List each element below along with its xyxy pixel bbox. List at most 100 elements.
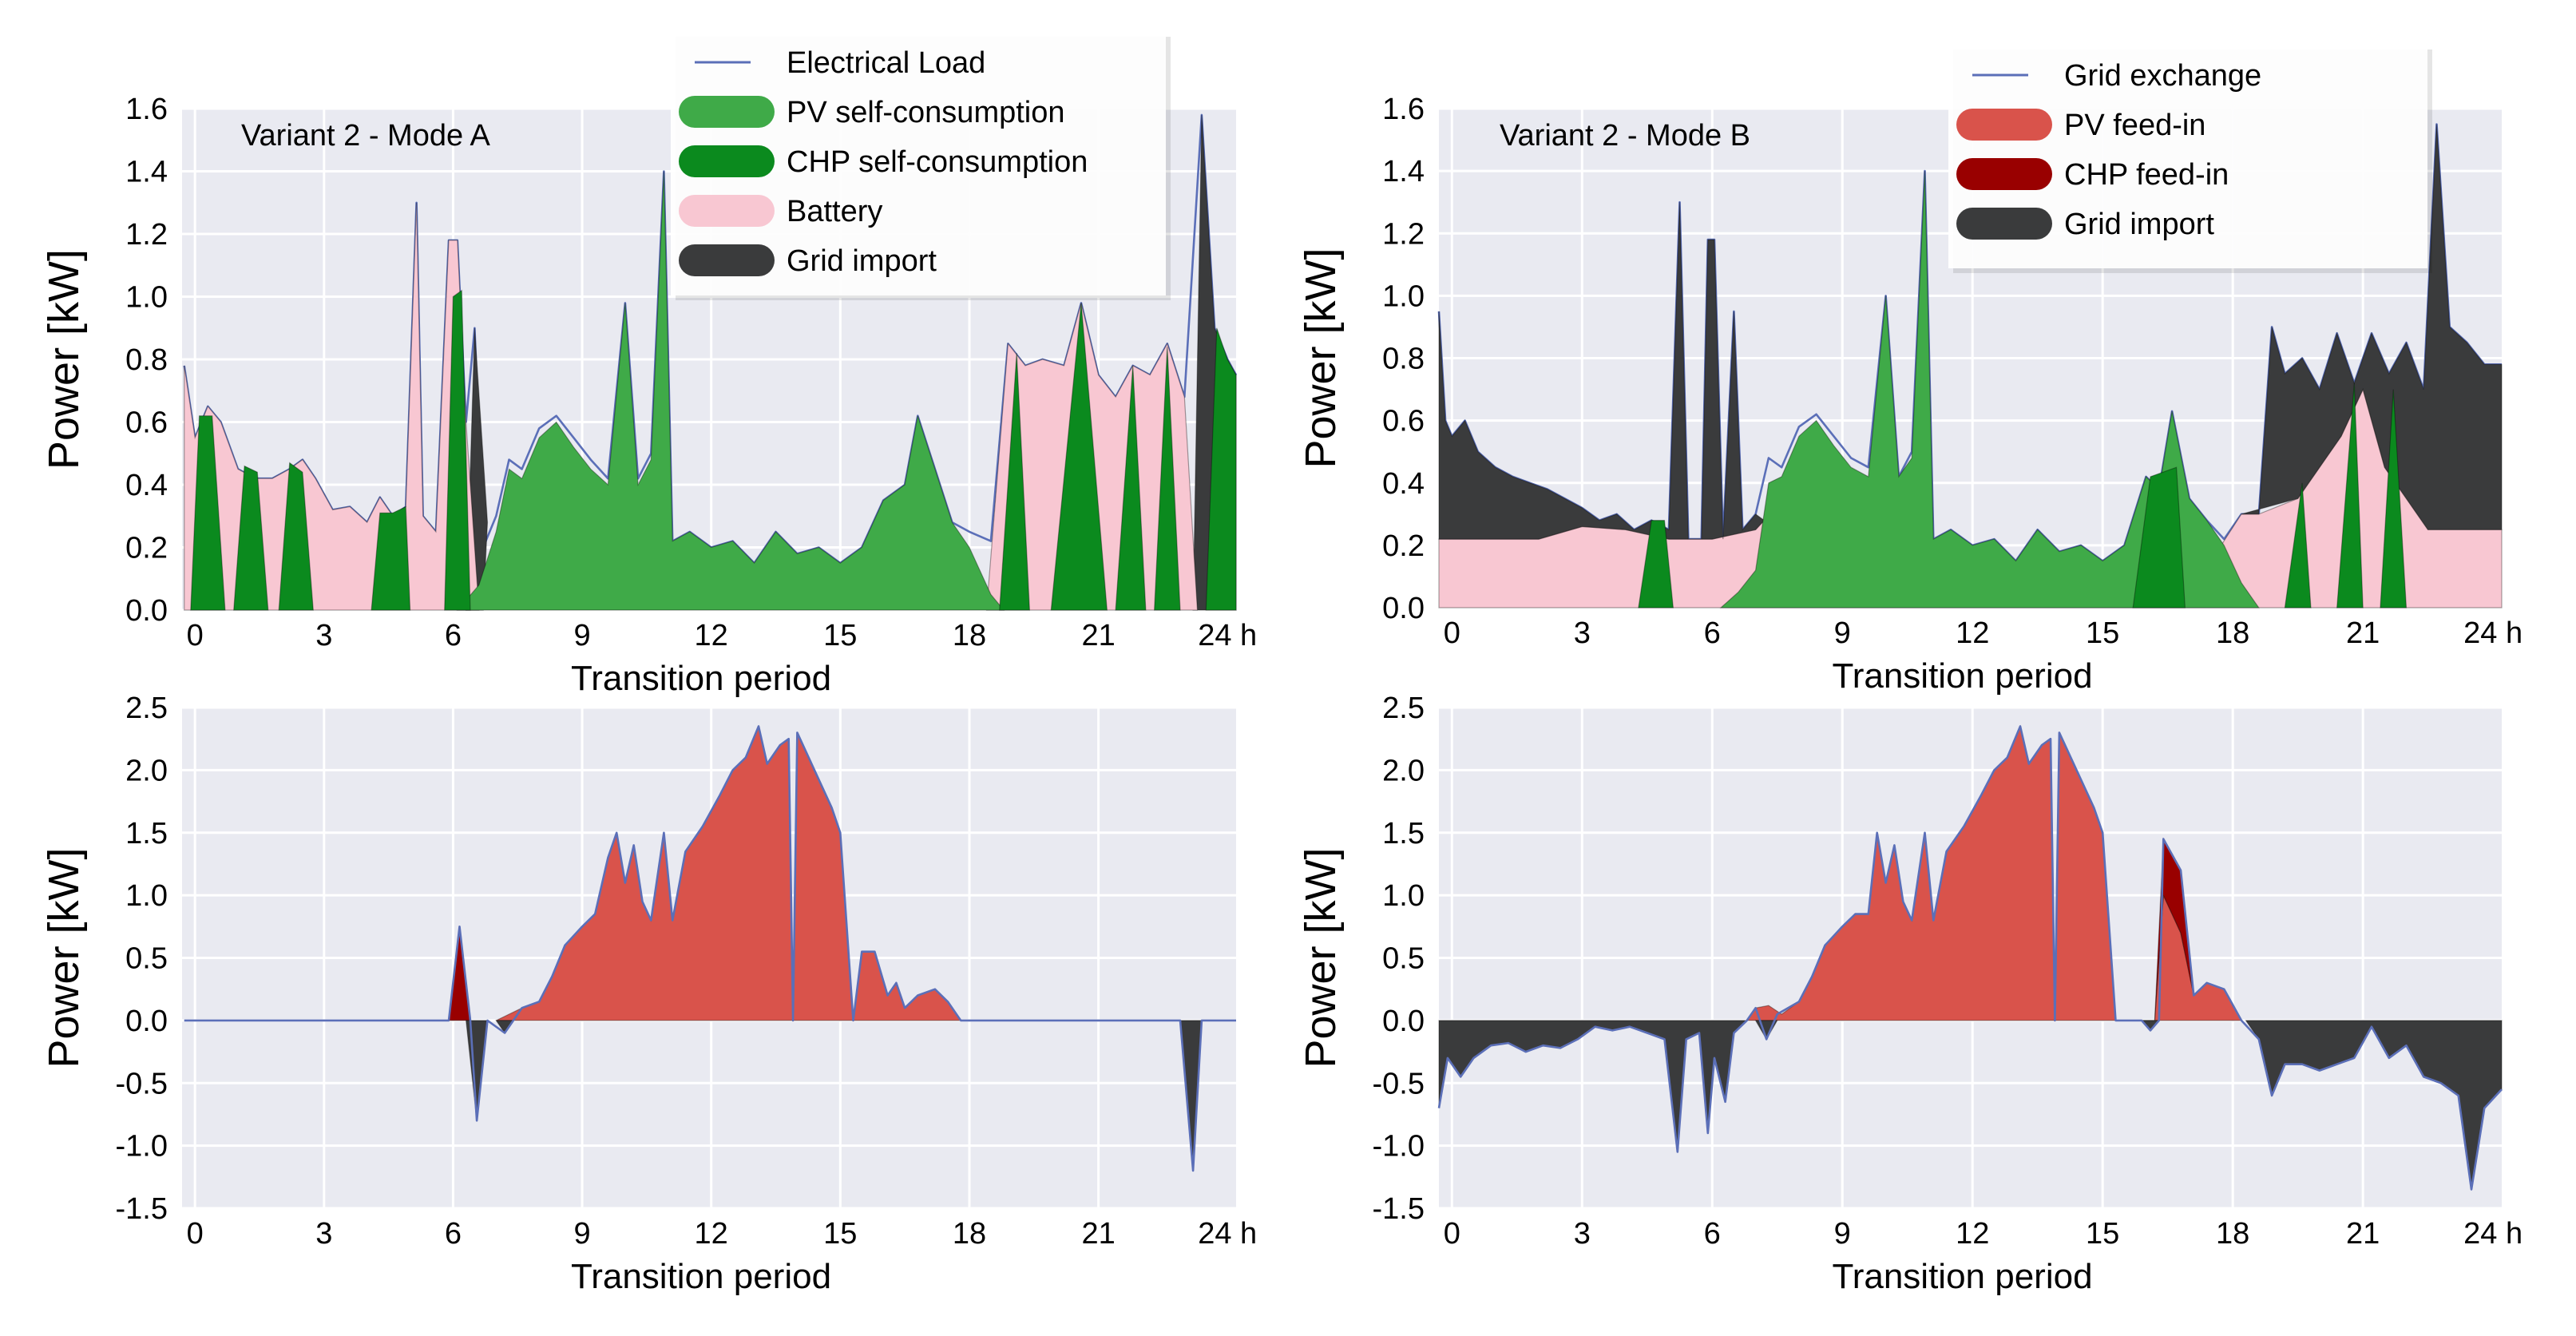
grid-exchange-line xyxy=(184,725,1236,1172)
y-tick-label: 0.6 xyxy=(1382,405,1425,438)
x-unit-label: 24 h xyxy=(1198,1217,1257,1251)
y-tick-label: -1.0 xyxy=(116,1130,168,1164)
y-tick-label: 0.0 xyxy=(1382,592,1425,625)
y-tick-label: 0.5 xyxy=(1382,942,1425,976)
chp-self-consumption-area xyxy=(999,353,1031,611)
y-tick-label: 1.0 xyxy=(1382,279,1425,313)
x-unit-label: 24 h xyxy=(1198,619,1257,652)
y-tick-label: -1.5 xyxy=(116,1192,168,1226)
chp-self-consumption-area xyxy=(278,462,314,611)
legend: Electrical Load PV self-consumption CHP se… xyxy=(671,32,1171,300)
grid-import-area xyxy=(2241,124,2503,530)
x-tick-label: 9 xyxy=(1834,1217,1851,1251)
x-tick-label: 21 xyxy=(2346,616,2380,650)
y-axis-title: Power [kW] xyxy=(1297,847,1345,1068)
y-tick-label: -0.5 xyxy=(1373,1067,1425,1100)
x-tick-label: 18 xyxy=(953,619,986,652)
chart-bottom-left: 0 3 6 9 12 15 18 21 24 h -1.5 -1.0 -0.5 0.0 0.5 1.0 1.5… xyxy=(40,692,1257,1296)
y-tick-label: 1.2 xyxy=(125,218,168,252)
y-tick-label: 1.0 xyxy=(1382,879,1425,913)
x-tick-label: 0 xyxy=(187,619,204,652)
legend-label: Battery xyxy=(787,195,882,228)
chp-self-consumption-area xyxy=(1050,303,1108,611)
chp-self-consumption-area xyxy=(2132,466,2186,609)
y-tick-label: 1.0 xyxy=(125,879,168,913)
grid-import-area xyxy=(1438,202,1766,540)
y-tick-label: 0.2 xyxy=(125,532,168,565)
y-axis-title: Power [kW] xyxy=(40,847,88,1068)
chp-self-consumption-area xyxy=(2284,482,2312,609)
y-tick-label: 0.0 xyxy=(125,1005,168,1038)
x-tick-label: 18 xyxy=(2216,616,2249,650)
x-tick-label: 0 xyxy=(187,1217,204,1251)
legend-label: Electrical Load xyxy=(787,46,985,80)
x-unit-label: 24 h xyxy=(2463,1217,2522,1251)
chart-top-right: 0 3 6 9 12 15 18 21 24 h 0.0 0.2 0.4 0.6 0.8 1.0 1.2 1.4… xyxy=(1297,45,2522,696)
legend-label: PV feed-in xyxy=(2064,109,2205,142)
legend-label: CHP feed-in xyxy=(2064,158,2229,192)
y-tick-label: 2.0 xyxy=(125,754,168,787)
chart-top-left: 0 3 6 9 12 15 18 21 24 h 0.0 0.2 0.4 0.6 0.8 1.0 1.2 1.4… xyxy=(40,32,1257,698)
y-tick-label: 2.5 xyxy=(125,692,168,725)
y-tick-label: 0.4 xyxy=(125,469,168,502)
chp-self-consumption-area xyxy=(190,415,226,611)
y-tick-label: 0.8 xyxy=(125,343,168,377)
y-tick-label: 2.0 xyxy=(1382,754,1425,787)
x-tick-label: 3 xyxy=(315,1217,332,1251)
x-tick-label: 3 xyxy=(315,619,332,652)
y-tick-label: -1.0 xyxy=(1373,1130,1425,1164)
legend-label: Grid import xyxy=(2064,208,2214,241)
y-tick-label: 0.6 xyxy=(125,406,168,440)
x-unit-label: 24 h xyxy=(2463,616,2522,650)
x-tick-label: 9 xyxy=(573,1217,590,1251)
y-tick-label: 1.2 xyxy=(1382,217,1425,251)
x-tick-label: 0 xyxy=(1444,616,1460,650)
y-tick-label: 0.4 xyxy=(1382,467,1425,501)
pv-self-consumption-area xyxy=(1719,171,2260,609)
chp-self-consumption-area xyxy=(1115,365,1147,611)
chp-self-consumption-area xyxy=(444,289,471,611)
y-tick-label: 0.5 xyxy=(125,942,168,976)
x-axis-title: Transition period xyxy=(1832,1257,2092,1296)
y-axis-title: Power [kW] xyxy=(1297,248,1345,468)
x-tick-label: 9 xyxy=(573,619,590,652)
x-tick-label: 12 xyxy=(695,619,728,652)
y-tick-label: 1.5 xyxy=(1382,817,1425,850)
x-tick-label: 0 xyxy=(1444,1217,1460,1251)
y-tick-label: 2.5 xyxy=(1382,692,1425,725)
x-tick-label: 3 xyxy=(1574,1217,1591,1251)
x-axis-title: Transition period xyxy=(571,1257,831,1296)
variant-label: Variant 2 - Mode B xyxy=(1500,119,1750,153)
x-axis-title: Transition period xyxy=(1832,656,2092,696)
pv-self-consumption-area xyxy=(456,171,1005,611)
y-tick-label: 0.0 xyxy=(1382,1005,1425,1038)
y-tick-label: 1.5 xyxy=(125,817,168,850)
y-tick-label: 0.0 xyxy=(125,594,168,628)
x-tick-label: 21 xyxy=(1081,619,1115,652)
grid-exchange-line xyxy=(1437,725,2503,1191)
x-tick-label: 6 xyxy=(1704,616,1721,650)
legend-patch-swatch xyxy=(1956,208,2052,240)
legend-label: PV self-consumption xyxy=(787,96,1065,129)
y-tick-label: -0.5 xyxy=(116,1067,168,1100)
electrical-load-line xyxy=(183,113,1238,565)
x-tick-label: 15 xyxy=(823,1217,857,1251)
legend-patch-swatch xyxy=(1956,109,2052,141)
chp-self-consumption-area xyxy=(371,505,411,611)
y-tick-label: 0.2 xyxy=(1382,529,1425,563)
chart-bottom-right: 0 3 6 9 12 15 18 21 24 h -1.5 -1.0 -0.5 0.0 0.5 1.0 1.5… xyxy=(1297,692,2522,1296)
legend: Grid exchange PV feed-in CHP feed-in Grid i… xyxy=(1948,45,2432,273)
chp-self-consumption-area xyxy=(233,465,269,611)
x-tick-label: 6 xyxy=(1704,1217,1721,1251)
variant-label: Variant 2 - Mode A xyxy=(241,119,491,153)
chp-self-consumption-area xyxy=(1205,327,1237,611)
y-tick-label: 1.4 xyxy=(125,156,168,189)
x-tick-label: 21 xyxy=(1081,1217,1115,1251)
y-tick-label: 1.4 xyxy=(1382,155,1425,188)
x-tick-label: 15 xyxy=(823,619,857,652)
legend-label: CHP self-consumption xyxy=(787,145,1088,179)
chp-self-consumption-area xyxy=(1638,520,1674,609)
x-tick-label: 3 xyxy=(1574,616,1591,650)
legend-patch-swatch xyxy=(1956,158,2052,190)
